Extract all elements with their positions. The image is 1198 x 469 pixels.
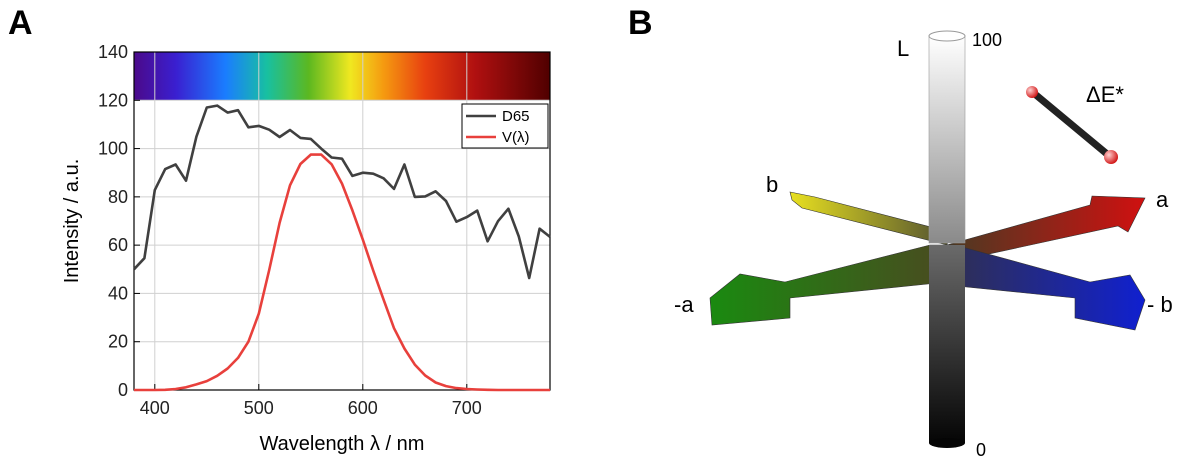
spectrum-bar [134, 52, 550, 100]
series-line [133, 104, 551, 280]
axis-label: L [897, 36, 909, 61]
axis-label: - b [1147, 292, 1173, 317]
axis-label: -a [674, 292, 694, 317]
legend-label: V(λ) [502, 129, 530, 146]
cylinder-base [929, 438, 965, 448]
x-tick-label: 500 [244, 398, 274, 418]
x-axis-label: Wavelength λ / nm [260, 433, 425, 455]
y-tick-label: 60 [108, 235, 128, 255]
x-tick-label: 400 [140, 398, 170, 418]
x-tick-label: 600 [348, 398, 378, 418]
lab-diagram: L 100 0 a -a b - b ΔE* [674, 30, 1173, 460]
y-tick-label: 0 [118, 380, 128, 400]
y-tick-label: 80 [108, 187, 128, 207]
x-tick-label: 700 [452, 398, 482, 418]
cylinder-upper [928, 35, 966, 244]
panel-label: A [8, 4, 33, 42]
panel-label: B [628, 4, 653, 42]
y-tick-label: 120 [98, 90, 128, 110]
series-line [134, 153, 550, 392]
delta-e-arrow [1033, 92, 1110, 157]
y-axis-label: Intensity / a.u. [61, 159, 83, 284]
legend-box [461, 103, 549, 149]
legend-label: D65 [502, 108, 530, 125]
color-point [1026, 86, 1038, 98]
axis-value: 100 [972, 30, 1002, 50]
plot-frame [133, 51, 551, 391]
y-tick-label: 40 [108, 283, 128, 303]
plot-area: 0 20 40 60 80 100 120 140 400 500 600 700 Wavelength… [61, 42, 551, 455]
y-tick-label: 140 [98, 42, 128, 62]
arrow-minus-b [946, 244, 1146, 331]
axis-value: 0 [976, 440, 986, 460]
axis-label: b [766, 172, 778, 197]
color-point [1104, 150, 1118, 164]
axis-label: a [1156, 187, 1169, 212]
y-tick-label: 100 [98, 139, 128, 159]
arrow-b [789, 191, 951, 246]
delta-e-label: ΔE* [1086, 82, 1124, 107]
cylinder-top [928, 30, 966, 42]
arrow-minus-a [709, 244, 948, 326]
y-tick-label: 20 [108, 332, 128, 352]
cylinder-lower [929, 245, 965, 443]
